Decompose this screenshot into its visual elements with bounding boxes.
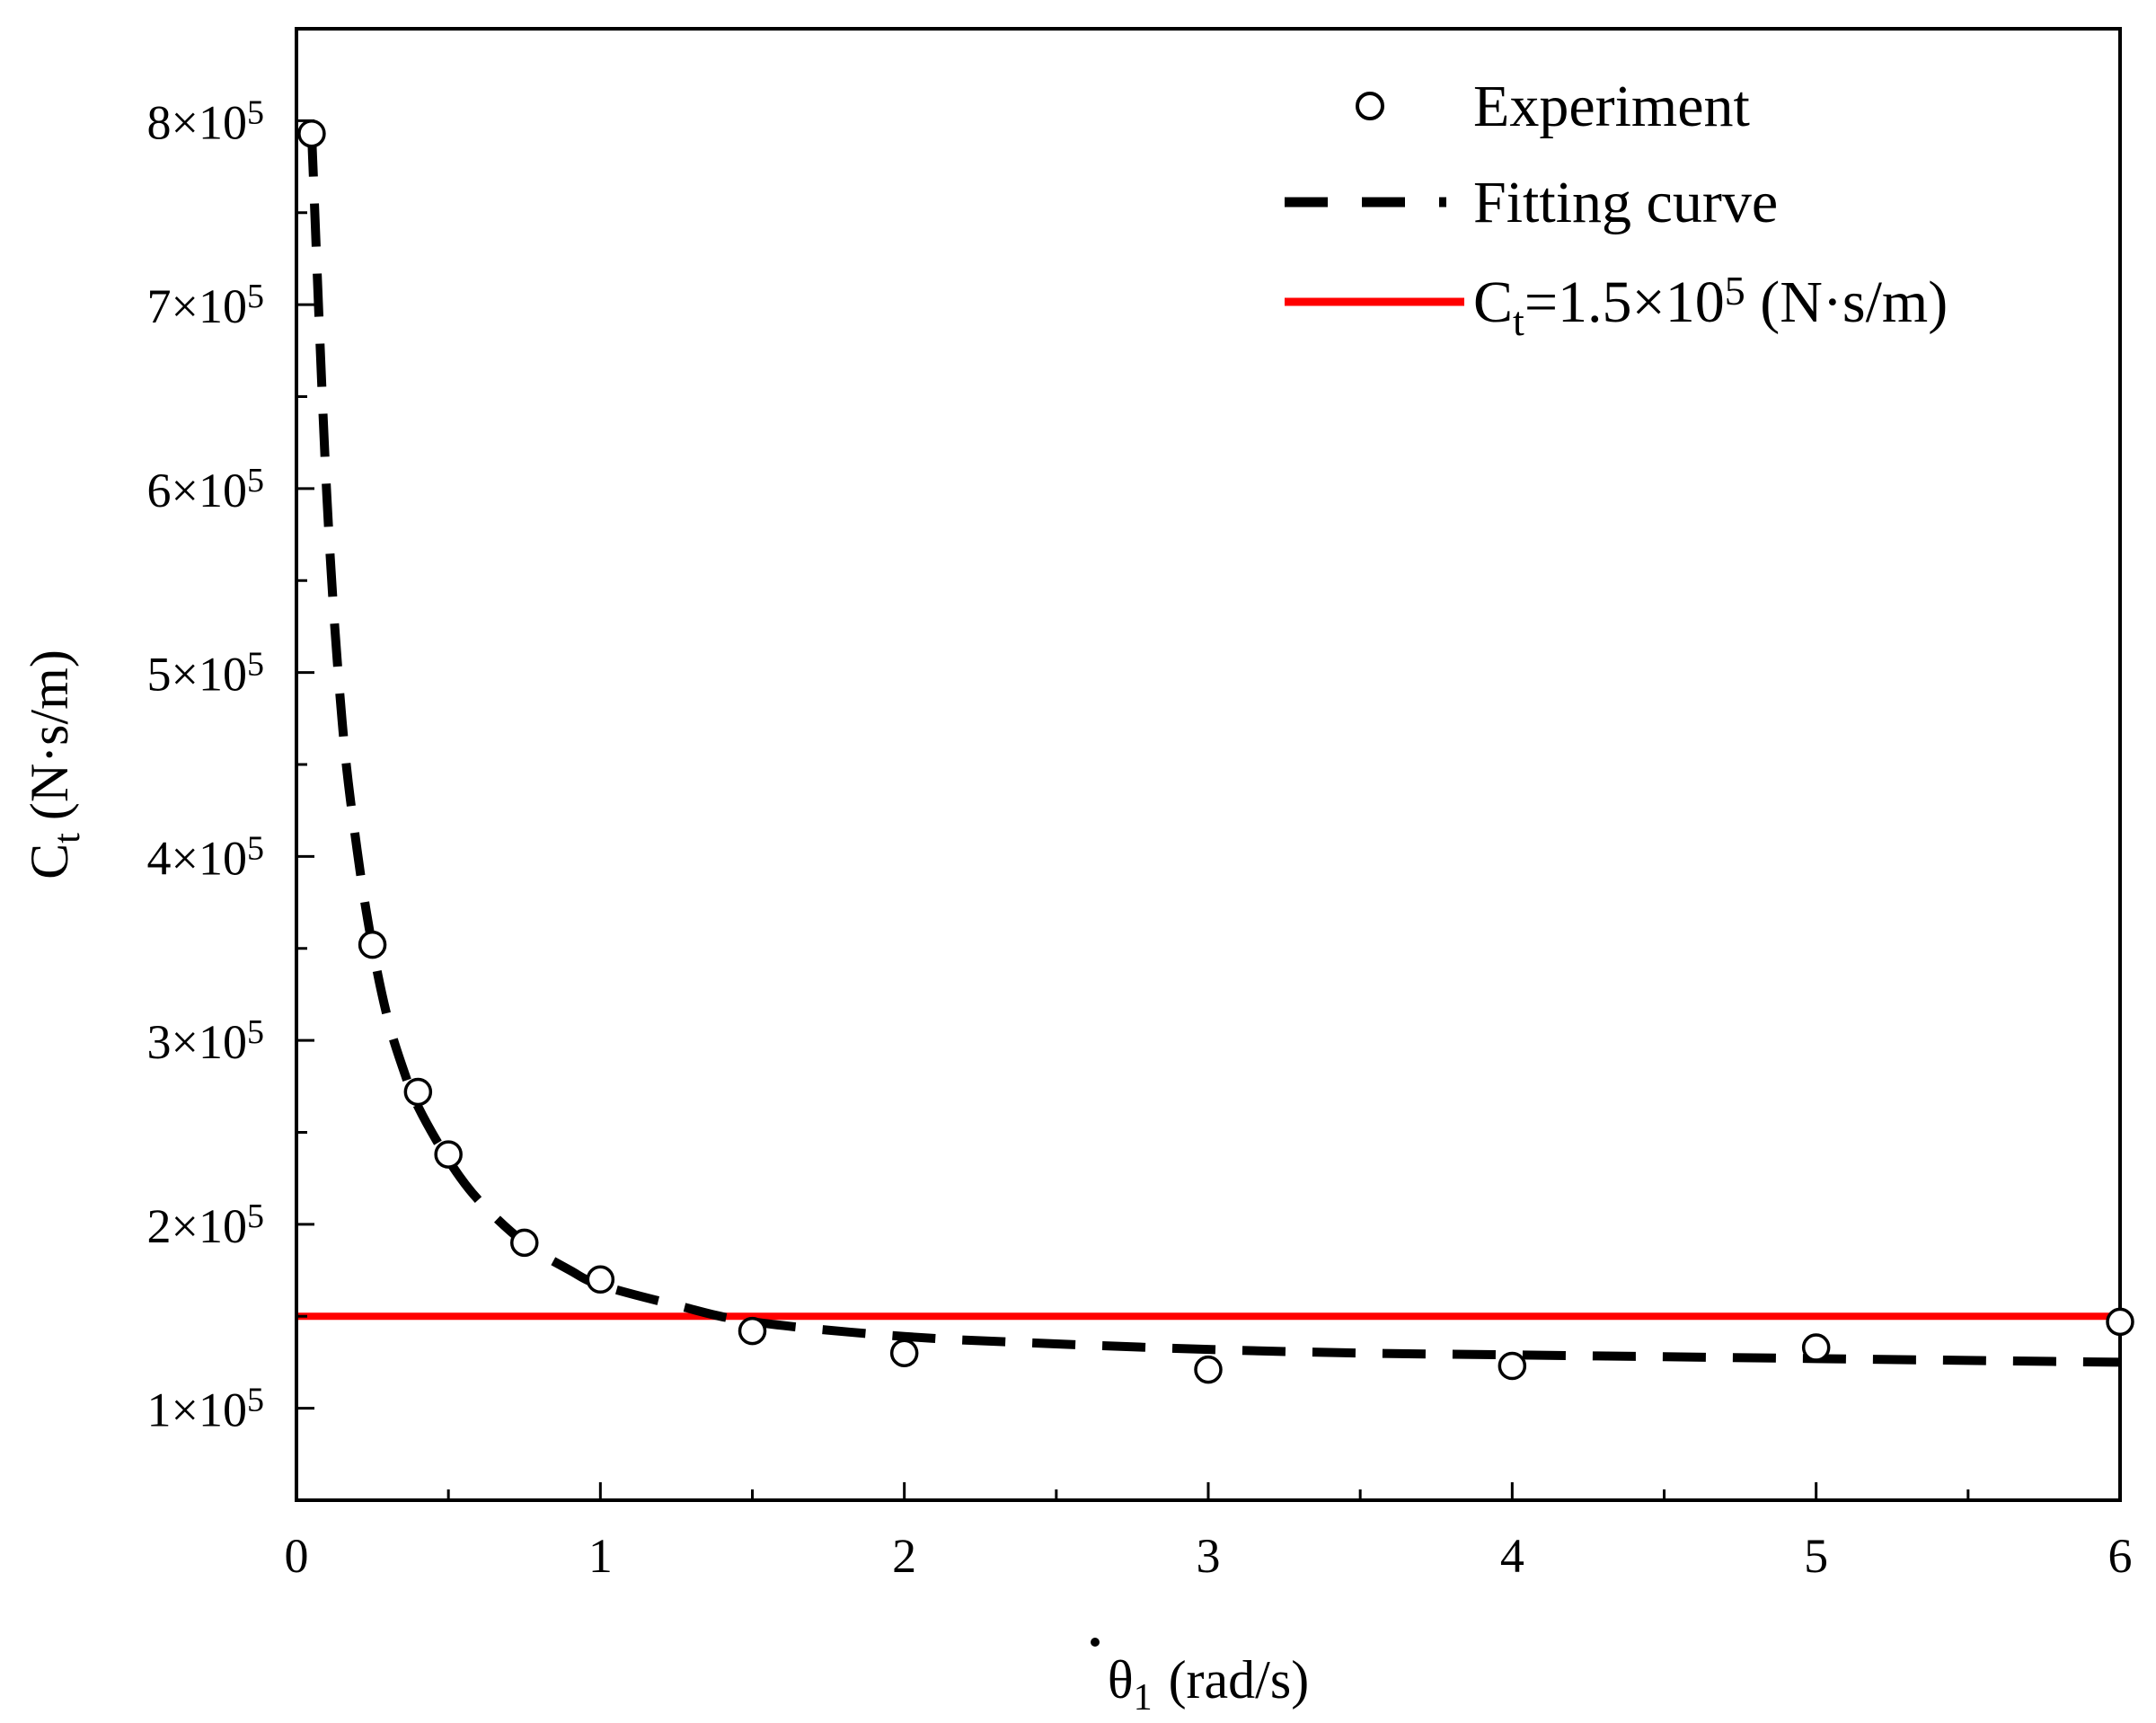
legend-label-mid: =1.5×10 [1524,269,1725,335]
x-axis-symbol: θ [1108,1650,1134,1710]
y-axis-symbol: C [20,844,79,879]
x-tick-label: 4 [1500,1529,1524,1583]
y-tick-label: 6×105 [147,462,264,517]
y-tick-label: 8×105 [147,93,264,149]
y-tick-label: 1×105 [147,1382,264,1437]
experiment-point [510,1228,539,1258]
x-tick-label: 3 [1197,1529,1221,1583]
x-axis-title: θ1 (rad/s) [1108,1650,1309,1719]
x-ticks: 0 1 2 3 4 5 6 [285,1482,2133,1583]
experiment-point [1194,1355,1223,1384]
experiment-point [297,119,326,148]
experiment-point [586,1265,615,1294]
x-axis-unit: (rad/s) [1169,1650,1310,1710]
experiment-point [1498,1351,1527,1381]
experiment-point [1801,1333,1831,1362]
x-axis-subscript: 1 [1134,1677,1153,1719]
legend-label-sup: 5 [1725,268,1745,314]
legend-label-experiment: Experiment [1473,74,1750,139]
legend-marker-experiment [1356,92,1384,120]
experiment-point [738,1316,767,1346]
plot-content [296,133,2120,1367]
y-axis-unit: (N·s/m) [20,649,79,820]
legend: Experiment Fitting curve Ct=1.5×105 (N·s… [1285,74,1948,344]
legend-label-reference-line: Ct=1.5×105 (N·s/m) [1473,268,1948,344]
legend-label-end: (N·s/m) [1745,269,1948,335]
x-tick-label: 0 [285,1529,309,1583]
y-tick-label: 5×105 [147,646,264,702]
legend-label-sub: t [1513,298,1524,344]
experiment-point [2106,1307,2134,1337]
y-tick-label: 2×105 [147,1197,264,1253]
legend-label-fitting-curve: Fitting curve [1473,170,1778,235]
experiment-point [358,930,387,959]
x-tick-label: 1 [588,1529,613,1583]
x-tick-label: 2 [892,1529,916,1583]
y-axis-title: Ct (N·s/m) [20,649,88,879]
experiment-point [434,1140,463,1169]
x-axis-title-dot [1091,1638,1100,1647]
legend-label-main: C [1473,269,1513,335]
y-tick-label: 4×105 [147,829,264,885]
y-axis-subscript: t [47,833,88,844]
experiment-point [403,1077,433,1107]
y-ticks: 1×105 2×105 3×105 4×105 5×105 6×105 7×105 8×105 [147,93,314,1437]
x-tick-label: 5 [1804,1529,1828,1583]
y-tick-label: 7×105 [147,278,264,333]
x-tick-label: 6 [2108,1529,2133,1583]
experiment-point [889,1339,919,1367]
fitting-curve [306,133,2120,1367]
y-tick-label: 3×105 [147,1013,264,1069]
